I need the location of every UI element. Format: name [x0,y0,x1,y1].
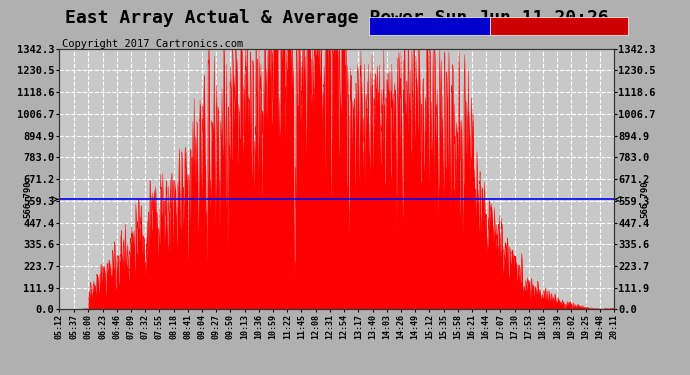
Text: Copyright 2017 Cartronics.com: Copyright 2017 Cartronics.com [62,39,244,50]
Text: East Array Actual & Average Power Sun Jun 11 20:26: East Array Actual & Average Power Sun Ju… [64,9,609,27]
Text: 566.790: 566.790 [23,180,32,218]
Text: Average  (DC Watts): Average (DC Watts) [372,21,474,30]
Text: 566.790: 566.790 [640,180,649,218]
Text: East Array  (DC Watts): East Array (DC Watts) [493,21,611,30]
